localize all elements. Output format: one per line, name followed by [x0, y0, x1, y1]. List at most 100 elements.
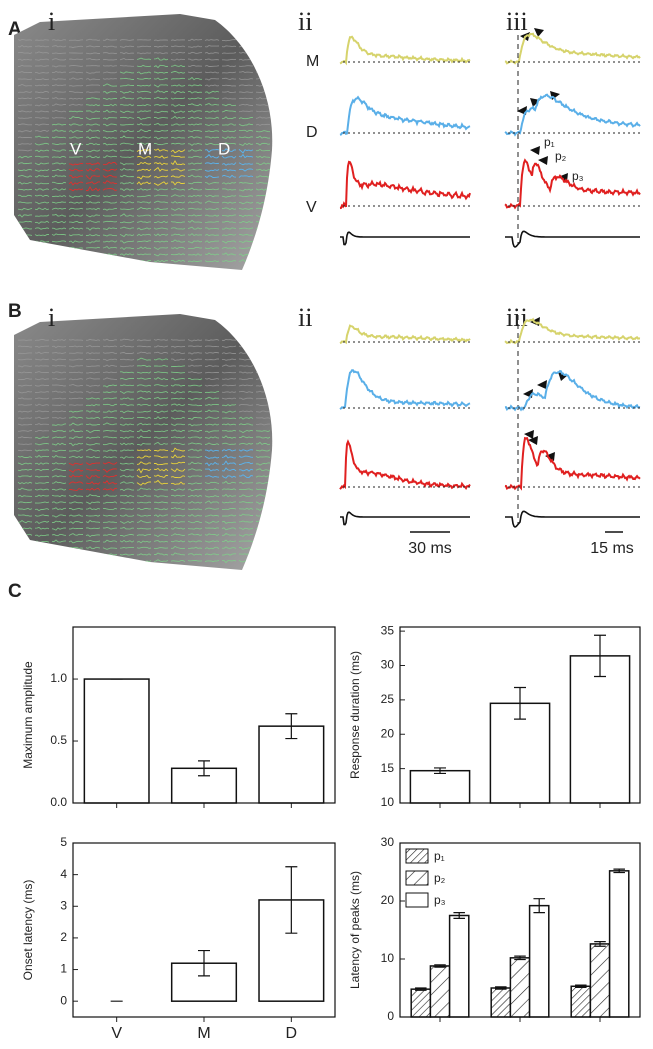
tissue-trace	[204, 71, 220, 74]
tissue-trace	[34, 78, 50, 80]
tissue-trace	[221, 493, 237, 498]
tissue-trace	[187, 540, 203, 543]
tissue-trace	[222, 358, 237, 361]
tissue-trace	[136, 481, 152, 486]
tissue-trace	[85, 507, 101, 511]
response-trace	[339, 369, 471, 410]
tissue-trace	[255, 130, 271, 133]
y-tick-label: 30	[381, 658, 395, 672]
tissue-trace	[102, 83, 118, 87]
tissue-trace	[187, 416, 203, 420]
tissue-trace	[34, 51, 50, 54]
tissue-trace	[17, 410, 33, 413]
tissue-trace	[119, 352, 135, 354]
tissue-trace	[120, 358, 135, 361]
tissue-trace	[85, 155, 101, 159]
tissue-trace	[17, 514, 33, 517]
tissue-trace	[170, 175, 186, 178]
tissue-trace	[238, 247, 254, 250]
bar	[509, 957, 531, 1018]
tissue-trace	[136, 371, 152, 374]
tissue-trace	[68, 487, 84, 491]
tissue-trace	[136, 455, 152, 459]
tissue-trace	[17, 559, 33, 562]
tissue-trace	[238, 91, 254, 93]
tissue-trace	[34, 397, 50, 400]
tissue-trace	[204, 200, 220, 204]
tissue-trace	[51, 384, 67, 387]
tissue-trace	[170, 149, 186, 154]
tissue-trace	[102, 501, 118, 504]
tissue-trace	[136, 474, 152, 479]
tissue-trace	[17, 423, 33, 426]
tissue-trace	[136, 240, 151, 243]
tissue-trace	[34, 246, 50, 249]
tissue-trace	[102, 422, 118, 426]
tissue-trace	[68, 391, 84, 393]
tissue-trace	[85, 234, 101, 237]
tissue-trace	[221, 488, 237, 491]
tissue-trace	[51, 136, 67, 139]
tissue-trace	[68, 365, 83, 368]
tissue-trace	[170, 227, 186, 230]
tissue-trace	[85, 443, 101, 446]
tissue-trace	[136, 377, 152, 380]
tissue-trace	[170, 246, 186, 250]
tissue-trace	[221, 71, 237, 74]
error-bar	[285, 866, 298, 934]
tissue-trace	[170, 494, 185, 497]
tissue-trace	[221, 546, 237, 549]
tissue-trace	[86, 455, 101, 459]
tissue-trace	[170, 365, 186, 368]
tissue-trace	[204, 371, 220, 374]
tissue-trace	[221, 201, 237, 204]
tissue-trace	[34, 436, 50, 439]
tissue-trace	[255, 142, 271, 146]
tissue-trace	[85, 91, 101, 93]
response-trace	[339, 324, 471, 345]
y-tick-label: 0	[387, 1009, 394, 1023]
tissue-trace	[51, 213, 67, 217]
tissue-trace	[17, 64, 33, 67]
tissue-trace	[187, 423, 203, 427]
tissue-trace	[204, 455, 220, 459]
y-tick-label: 0.0	[50, 795, 67, 809]
tissue-trace	[238, 220, 254, 224]
tissue-trace	[51, 58, 67, 61]
tissue-trace	[239, 378, 254, 381]
tissue-trace	[120, 344, 135, 348]
y-tick-label: 5	[60, 835, 67, 849]
tissue-trace	[170, 423, 186, 426]
tissue-trace	[51, 253, 67, 256]
tissue-trace	[34, 423, 50, 426]
tissue-trace	[153, 96, 169, 100]
tissue-trace	[255, 182, 271, 184]
tissue-trace	[68, 339, 84, 341]
tissue-trace	[68, 149, 83, 152]
tissue-trace	[17, 149, 33, 152]
tissue-trace	[153, 384, 169, 387]
tissue-trace	[238, 384, 254, 387]
tissue-trace	[221, 435, 237, 439]
tissue-trace	[34, 526, 50, 530]
error-bar	[434, 767, 446, 775]
tissue-trace	[119, 365, 135, 368]
tissue-trace	[119, 534, 135, 537]
legend-swatch	[405, 848, 429, 864]
tissue-trace	[153, 547, 169, 550]
tissue-trace	[204, 500, 220, 504]
tissue-trace	[136, 384, 152, 387]
tissue-trace	[136, 84, 152, 87]
tissue-trace	[17, 384, 33, 387]
tissue-trace	[102, 155, 118, 158]
y-tick-label: 0	[60, 993, 67, 1007]
error-bar	[434, 964, 446, 968]
error-bar	[198, 949, 210, 977]
tissue-trace	[120, 52, 135, 55]
tissue-trace	[153, 110, 169, 114]
tissue-trace	[170, 253, 186, 256]
tissue-trace	[187, 65, 203, 67]
tissue-trace	[154, 142, 169, 146]
tissue-trace	[119, 539, 135, 543]
response-trace	[505, 230, 640, 248]
